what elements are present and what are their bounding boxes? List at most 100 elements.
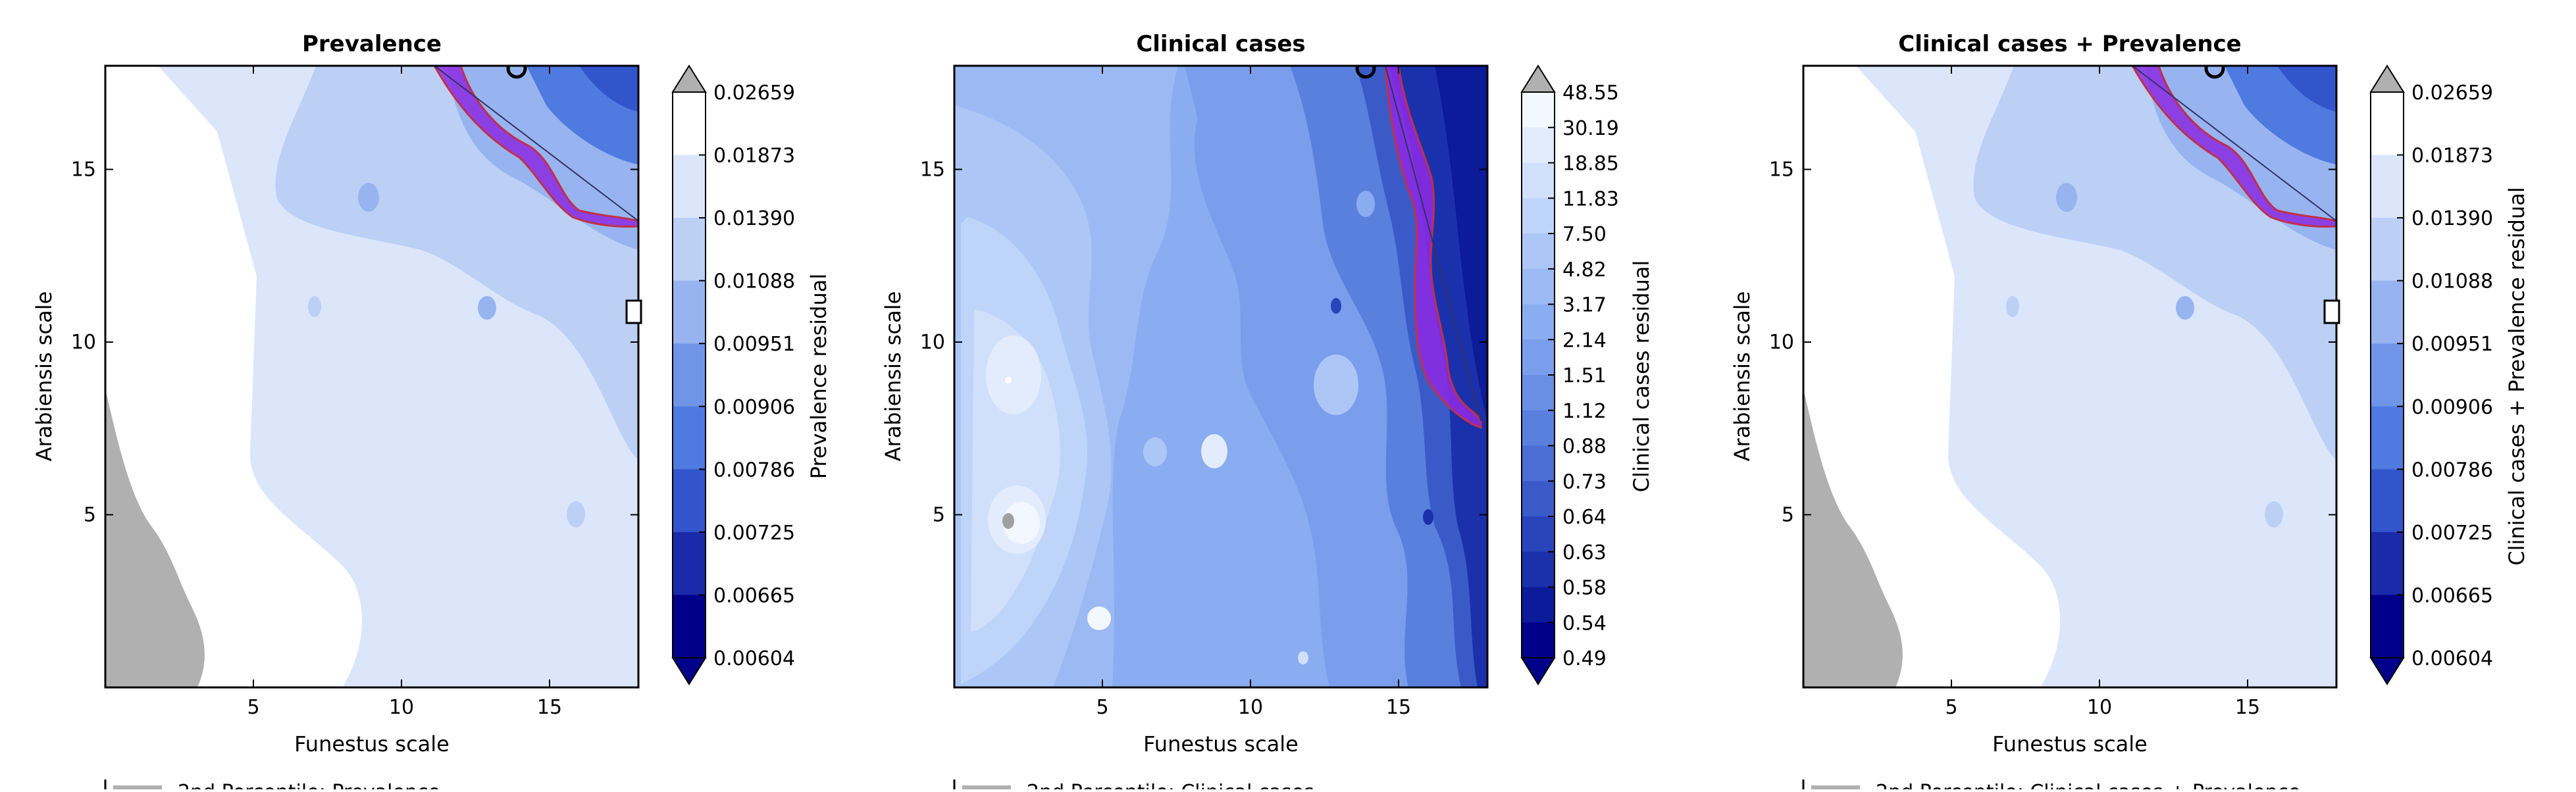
colorbar-band (1522, 268, 1555, 305)
contour-field-prevalence (105, 66, 638, 687)
colorbar-band (673, 218, 706, 282)
x-axis-label: Funestus scale (1992, 731, 2148, 756)
colorbar-band (2371, 469, 2404, 533)
contour-field-combined (1803, 66, 2336, 687)
colorbar-band (673, 343, 706, 407)
axes-frame (953, 64, 1489, 689)
contour-spot (1005, 377, 1012, 384)
x-tick-label: 10 (2087, 696, 2112, 719)
optimum-marker (2204, 66, 2225, 79)
colorbar-band (1522, 375, 1555, 411)
threshold-line (2132, 66, 2336, 222)
colorbar-tick-label: 0.64 (1562, 506, 1607, 529)
contour-spot (358, 183, 379, 212)
colorbar-tick-label: 0.00604 (2411, 647, 2493, 670)
contour-peak (986, 335, 1041, 414)
colorbar-tick-label: 0.02659 (713, 82, 795, 105)
panel-prevalence: Prevalence Funestus scale Arabiensis sca… (32, 31, 831, 792)
colorbar-band (673, 532, 706, 595)
colorbar-band (1522, 587, 1555, 623)
colorbar-tick-label: 0.01088 (2411, 270, 2493, 293)
colorbar-extend-max (2369, 64, 2405, 93)
x-tick-label: 15 (2235, 696, 2260, 719)
x-axis: 5 10 15 (1096, 66, 1411, 719)
colorbar: 0.02659 0.01873 0.01390 0.01088 0.00951 0.009… (671, 64, 795, 685)
colorbar-tick-label: 0.00906 (2411, 396, 2493, 419)
colorbar-band (1522, 92, 1555, 128)
y-axis-label: Arabiensis scale (881, 291, 906, 462)
panel-title: Clinical cases (1136, 31, 1305, 57)
colorbar-band (1522, 516, 1555, 553)
contour-spot (1314, 355, 1358, 415)
colorbar-tick-label: 48.55 (1562, 82, 1619, 105)
panel-combined: Clinical cases + Prevalence Funestus sca… (1730, 31, 2529, 792)
legend-swatch (113, 785, 162, 792)
colorbar-band (2371, 595, 2404, 658)
x-axis: 5 10 15 (247, 66, 562, 719)
colorbar-frame (672, 91, 706, 658)
contour-spot (2056, 183, 2077, 212)
colorbar-band (1522, 445, 1555, 482)
contour-spot (1423, 509, 1433, 525)
y-tick-label: 15 (920, 159, 945, 182)
legend-swatch (962, 785, 1011, 792)
colorbar-band (1522, 622, 1555, 658)
colorbar-tick-label: 3.17 (1562, 294, 1607, 317)
contour-field-clinical-cases (954, 66, 1487, 687)
colorbar-band (1522, 162, 1555, 199)
x-tick-label: 15 (537, 696, 562, 719)
colorbar-band (2371, 280, 2404, 344)
optimum-marker (1355, 66, 1376, 79)
colorbar-band (673, 92, 706, 156)
contour-spot (1356, 191, 1375, 217)
colorbar-tick-label: 2.14 (1562, 329, 1607, 352)
colorbar-band (673, 155, 706, 218)
colorbar-extend-max (671, 64, 707, 93)
colorbar-band (1522, 304, 1555, 340)
colorbar-band (2371, 406, 2404, 470)
legend-label: 2nd Percentile: Clinical cases + Prevale… (1876, 781, 2300, 789)
x-tick-label: 5 (1096, 696, 1108, 719)
panel-title: Clinical cases + Prevalence (1898, 31, 2242, 57)
colorbar-extend-min (671, 657, 707, 685)
colorbar-tick-label: 0.00951 (713, 333, 795, 356)
x-tick-label: 5 (247, 696, 259, 719)
out-of-range-region (105, 388, 205, 687)
colorbar-tick-label: 0.00604 (713, 647, 795, 670)
colorbar-band (1522, 481, 1555, 517)
colorbar-label: Clinical cases residual (1629, 260, 1654, 493)
colorbar-tick-label: 0.00906 (713, 396, 795, 419)
colorbar-tick-label: 0.49 (1562, 647, 1607, 670)
contour-peak (1003, 502, 1040, 544)
legend-label: 2nd Percentile: Clinical cases (1027, 781, 1314, 789)
colorbar: 0.02659 0.01873 0.01390 0.01088 0.00951 0.009… (2369, 64, 2493, 685)
colorbar-label: Prevalence residual (806, 274, 831, 480)
optimum-marker (506, 66, 527, 79)
contour-band-dark (2277, 66, 2336, 112)
contour-spot (2176, 296, 2194, 320)
colorbar-band (2371, 532, 2404, 595)
y-axis: 5 10 15 (71, 159, 638, 527)
colorbar-tick-label: 18.85 (1562, 153, 1619, 176)
edge-marker (625, 299, 642, 324)
colorbar-band (1522, 410, 1555, 446)
colorbar-band (2371, 343, 2404, 407)
colorbar-tick-label: 0.02659 (2411, 82, 2493, 105)
contour-spot (1143, 437, 1167, 466)
colorbar-band (1522, 234, 1555, 270)
colorbar-tick-label: 0.00951 (2411, 333, 2493, 356)
contour-spot (2265, 501, 2283, 528)
x-tick-label: 15 (1386, 696, 1411, 719)
contour-spot (1331, 298, 1341, 314)
colorbar-tick-label: 0.58 (1562, 577, 1607, 600)
colorbar-tick-label: 0.00665 (713, 584, 795, 607)
contour-spot (567, 501, 585, 528)
threshold-line (434, 66, 638, 222)
y-tick-label: 15 (71, 159, 96, 182)
x-axis-label: Funestus scale (1143, 731, 1299, 756)
colorbar-tick-label: 0.00665 (2411, 584, 2493, 607)
out-of-range-spot (1002, 513, 1014, 529)
colorbar-tick-label: 0.00725 (2411, 522, 2493, 545)
threshold-line (1385, 66, 1481, 422)
